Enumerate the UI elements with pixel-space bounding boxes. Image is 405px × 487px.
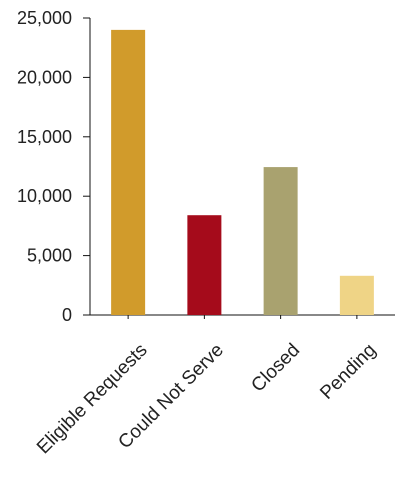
bar: [339, 275, 374, 315]
y-tick-label: 5,000: [27, 246, 72, 266]
bars: [111, 29, 374, 315]
bar: [263, 167, 298, 315]
y-tick-label: 25,000: [17, 8, 72, 28]
y-tick-label: 15,000: [17, 127, 72, 147]
y-tick-label: 20,000: [17, 67, 72, 87]
x-tick-label: Pending: [316, 340, 380, 404]
bar: [187, 215, 222, 315]
y-tick-label: 10,000: [17, 186, 72, 206]
y-ticks: 0 5,000 10,000 15,000 20,000 25,000: [17, 8, 90, 325]
y-tick-label: 0: [62, 305, 72, 325]
bar: [111, 29, 146, 315]
x-tick-label: Closed: [247, 340, 304, 397]
